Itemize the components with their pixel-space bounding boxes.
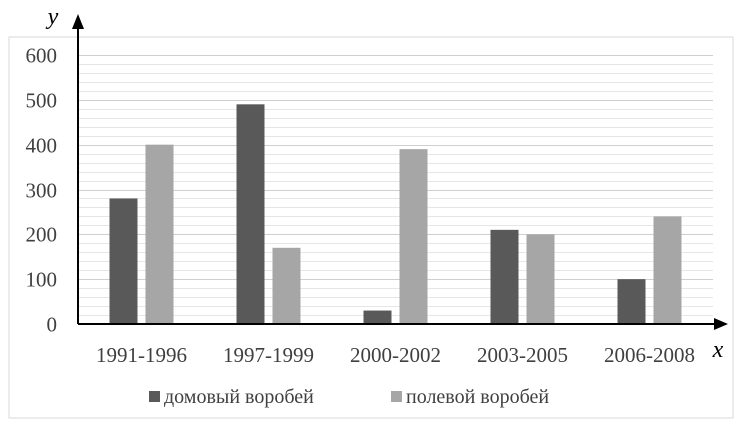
y-tick-label: 200 — [26, 223, 58, 247]
legend-swatch — [391, 391, 402, 402]
bar-tree-sparrow — [526, 234, 555, 324]
x-tick-label: 2006-2008 — [604, 343, 695, 367]
y-axis-label: y — [46, 4, 59, 30]
x-axis-label: x — [712, 337, 724, 363]
axes: yx — [46, 4, 728, 363]
x-tick-label: 2003-2005 — [477, 343, 568, 367]
y-tick-label: 400 — [26, 134, 58, 158]
bar-house-sparrow — [363, 310, 392, 324]
legend-swatch — [149, 391, 160, 402]
bar-tree-sparrow — [272, 247, 301, 324]
gridlines — [78, 55, 713, 316]
x-axis-arrow — [714, 318, 728, 330]
bar-tree-sparrow — [145, 144, 174, 324]
bar-house-sparrow — [109, 198, 138, 324]
legend: домовый воробей полевой воробей — [149, 386, 549, 408]
x-tick-label: 1991-1996 — [96, 343, 187, 367]
y-tick-label: 100 — [26, 268, 58, 292]
bar-house-sparrow — [617, 279, 646, 324]
bar-house-sparrow — [236, 104, 265, 324]
x-tick-label: 2000-2002 — [350, 343, 441, 367]
x-tick-labels: 1991-1996 1997-1999 2000-2002 2003-2005 2006… — [96, 343, 695, 367]
y-tick-label: 500 — [26, 89, 58, 113]
y-tick-label: 0 — [47, 313, 58, 337]
bar-tree-sparrow — [399, 149, 428, 324]
bar-house-sparrow — [490, 229, 519, 324]
y-axis-arrow — [72, 14, 84, 29]
y-tick-label: 600 — [26, 44, 58, 68]
bar-tree-sparrow — [653, 216, 682, 324]
y-tick-labels: 0 100 200 300 400 500 600 — [26, 44, 58, 337]
bars — [109, 104, 682, 324]
y-tick-label: 300 — [26, 179, 58, 203]
legend-label: домовый воробей — [164, 386, 314, 408]
x-tick-label: 1997-1999 — [223, 343, 314, 367]
legend-label: полевой воробей — [406, 386, 549, 408]
